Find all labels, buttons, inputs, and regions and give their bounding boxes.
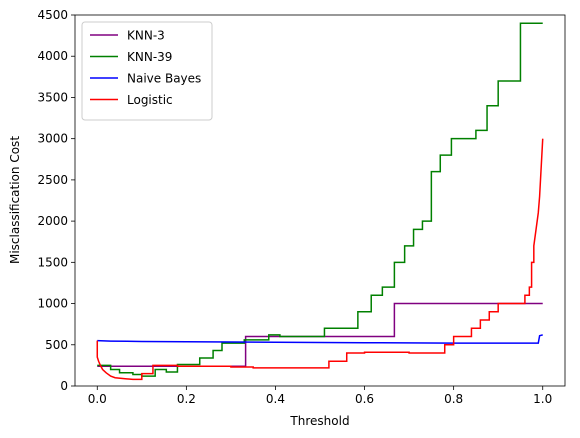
legend: KNN-3 KNN-39 Naive Bayes Logistic xyxy=(81,21,213,121)
x-tick-label: 0.4 xyxy=(266,392,285,406)
x-tick-label: 0.6 xyxy=(355,392,374,406)
axes: 0.0 0.2 0.4 0.6 0.8 1.0 0 500 1000 1500 2000 2500 30… xyxy=(37,8,566,406)
legend-label-naive-bayes: Naive Bayes xyxy=(127,72,201,86)
y-tick-label: 3000 xyxy=(37,132,68,146)
x-tick-label: 0.8 xyxy=(444,392,463,406)
legend-label-knn-39: KNN-39 xyxy=(127,50,172,64)
series-line-naive-bayes xyxy=(97,334,543,344)
y-tick-label: 1000 xyxy=(37,297,68,311)
plot-lines xyxy=(96,22,544,381)
y-tick-label: 2000 xyxy=(37,214,68,228)
y-tick-label: 2500 xyxy=(37,173,68,187)
series-line-logistic xyxy=(96,138,544,381)
x-tick-label: 1.0 xyxy=(533,392,552,406)
y-tick-label: 0 xyxy=(60,379,68,393)
x-axis-label: Threshold xyxy=(289,414,349,428)
legend-box xyxy=(81,21,213,121)
legend-label-knn-3: KNN-3 xyxy=(127,29,165,43)
y-tick-label: 1500 xyxy=(37,255,68,269)
y-tick-label: 4500 xyxy=(37,8,68,22)
y-tick-label: 3500 xyxy=(37,90,68,104)
x-tick-label: 0.2 xyxy=(177,392,196,406)
legend-label-logistic: Logistic xyxy=(127,93,173,107)
series-line-knn-39 xyxy=(97,22,543,377)
plot-frame xyxy=(74,14,566,387)
y-axis-label: Misclassification Cost xyxy=(8,136,22,264)
y-tick-label: 4000 xyxy=(37,49,68,63)
y-tick-label: 500 xyxy=(45,338,68,352)
x-tick-label: 0.0 xyxy=(88,392,107,406)
